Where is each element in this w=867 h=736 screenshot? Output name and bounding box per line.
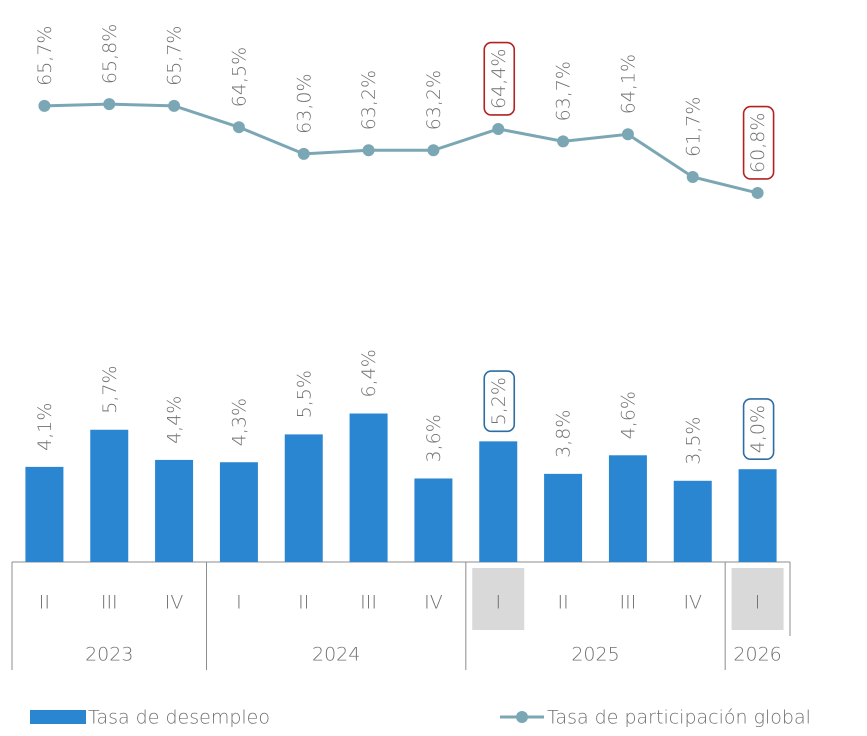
legend-label: Tasa de participación global bbox=[547, 707, 811, 729]
bar bbox=[544, 473, 583, 562]
data-label: 61,7% bbox=[682, 97, 704, 157]
data-label: 64,4% bbox=[488, 49, 510, 109]
year-label: 2026 bbox=[733, 644, 781, 666]
line-point bbox=[427, 144, 440, 157]
bar bbox=[284, 434, 323, 562]
legend-swatch bbox=[30, 710, 86, 724]
data-label: 3,8% bbox=[553, 410, 575, 458]
data-label: 63,0% bbox=[293, 73, 315, 133]
line-point bbox=[362, 144, 375, 157]
data-label: 5,5% bbox=[293, 370, 315, 418]
data-label: 4,1% bbox=[34, 403, 56, 451]
data-label: 64,5% bbox=[228, 47, 250, 107]
data-label: 65,7% bbox=[34, 26, 56, 86]
data-label: 6,4% bbox=[358, 349, 380, 397]
x-tick-label: III bbox=[620, 592, 637, 614]
legend-label: Tasa de desempleo bbox=[88, 707, 270, 729]
line-point bbox=[492, 122, 505, 135]
label-highlight bbox=[483, 370, 516, 433]
line-point bbox=[751, 186, 764, 199]
bar bbox=[155, 459, 194, 562]
bar bbox=[479, 441, 518, 562]
data-label: 4,3% bbox=[228, 398, 250, 446]
line-point bbox=[297, 147, 310, 160]
bar bbox=[414, 478, 453, 562]
line-point bbox=[38, 99, 51, 112]
legend-swatch bbox=[516, 711, 528, 723]
x-tick-label: II bbox=[39, 592, 50, 614]
bar bbox=[219, 462, 258, 562]
year-label: 2025 bbox=[571, 644, 619, 666]
line-point bbox=[557, 135, 570, 148]
data-label: 5,7% bbox=[99, 365, 121, 413]
year-label: 2023 bbox=[85, 644, 133, 666]
data-label: 60,8% bbox=[747, 113, 769, 173]
category-highlight bbox=[731, 568, 784, 630]
data-label: 3,6% bbox=[423, 414, 445, 462]
line-point bbox=[686, 170, 699, 183]
line bbox=[44, 102, 758, 195]
x-tick-label: IV bbox=[165, 592, 184, 614]
data-label: 63,7% bbox=[553, 61, 575, 121]
year-label: 2024 bbox=[312, 644, 360, 666]
bar bbox=[349, 413, 388, 562]
bar bbox=[608, 455, 647, 562]
data-label: 3,5% bbox=[682, 417, 704, 465]
x-tick-label: III bbox=[360, 592, 377, 614]
x-tick-label: II bbox=[298, 592, 309, 614]
x-tick-label: I bbox=[495, 592, 501, 614]
label-highlight bbox=[483, 41, 516, 116]
label-highlight bbox=[742, 398, 775, 461]
line-point bbox=[168, 99, 181, 112]
data-label: 63,2% bbox=[423, 70, 445, 130]
x-tick-label: III bbox=[101, 592, 118, 614]
bar bbox=[673, 480, 712, 562]
data-label: 4,4% bbox=[164, 396, 186, 444]
data-label: 5,2% bbox=[488, 377, 510, 425]
data-label: 4,0% bbox=[747, 405, 769, 453]
category-highlight bbox=[472, 568, 525, 630]
x-tick-label: IV bbox=[683, 592, 702, 614]
x-tick-label: I bbox=[755, 592, 761, 614]
line-point bbox=[103, 98, 116, 111]
bar bbox=[90, 429, 129, 562]
data-label: 65,8% bbox=[99, 24, 121, 84]
line-point bbox=[232, 121, 245, 134]
data-label: 65,7% bbox=[164, 26, 186, 86]
bar bbox=[25, 466, 64, 562]
data-label: 63,2% bbox=[358, 70, 380, 130]
data-label: 64,1% bbox=[617, 54, 639, 114]
label-highlight bbox=[742, 105, 775, 180]
x-tick-label: II bbox=[557, 592, 568, 614]
data-label: 4,6% bbox=[617, 391, 639, 439]
line-point bbox=[621, 128, 634, 141]
bar bbox=[738, 469, 777, 562]
x-tick-label: IV bbox=[424, 592, 443, 614]
x-tick-label: I bbox=[236, 592, 242, 614]
